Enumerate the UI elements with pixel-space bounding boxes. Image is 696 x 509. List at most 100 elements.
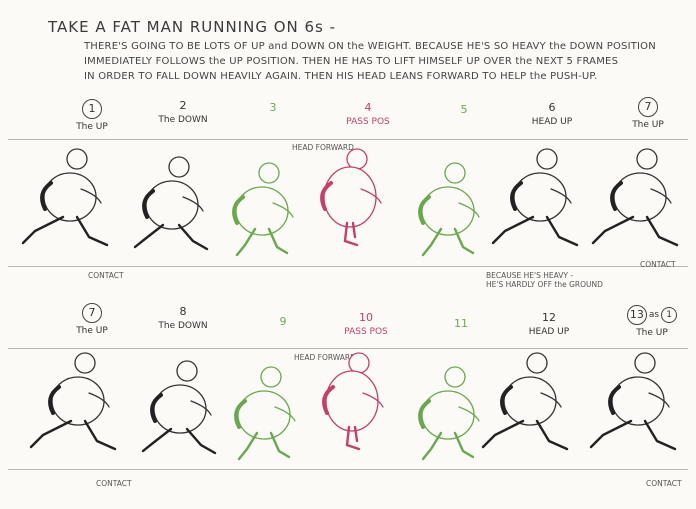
- notes-block: THERE'S GOING TO BE LOTS OF UP and DOWN …: [84, 39, 684, 84]
- figure-head: [168, 156, 190, 178]
- figure-legs: [589, 419, 677, 451]
- figure-arm: [362, 392, 384, 408]
- fat-man-figure: [589, 352, 677, 451]
- figure-coat: [232, 195, 245, 225]
- frame-number: 13: [626, 305, 647, 325]
- frame-11: 11: [446, 317, 476, 330]
- frame-label: The UP: [636, 328, 668, 338]
- figure-arm: [80, 188, 102, 204]
- figure-body: [421, 186, 475, 236]
- heavy-note: BECAUSE HE'S HEAVY - HE'S HARDLY OFF the…: [486, 271, 603, 289]
- head-forward-note: HEAD FORWARD: [292, 143, 354, 152]
- figure-head: [444, 162, 466, 184]
- figure-body: [513, 172, 567, 222]
- figure-head: [348, 352, 370, 374]
- figure-head: [536, 148, 558, 170]
- frame-label: The DOWN: [158, 115, 208, 125]
- fat-man-figure: [21, 148, 109, 247]
- figure-coat: [234, 399, 247, 429]
- frame-label: HEAD UP: [528, 327, 570, 337]
- fat-man-figure: [481, 352, 569, 451]
- figure-body: [43, 172, 97, 222]
- figure-arm: [360, 188, 382, 204]
- frame-7b: 7 The UP: [62, 303, 122, 336]
- frame-as-text: as: [648, 310, 660, 320]
- figure-coat: [418, 195, 431, 225]
- frame-label: HEAD UP: [531, 117, 573, 127]
- figure-legs: [591, 215, 679, 247]
- figure-head: [74, 352, 96, 374]
- figure-arm: [458, 202, 480, 218]
- fat-man-figure: [232, 162, 294, 257]
- frame-4: 4 PASS POS: [338, 101, 398, 127]
- fat-man-figure: [133, 156, 209, 251]
- figure-head: [636, 148, 658, 170]
- figure-legs: [133, 223, 209, 251]
- figure-arm: [274, 406, 296, 422]
- frame-9: 9: [268, 315, 298, 328]
- figure-coat: [322, 385, 335, 415]
- frame-reference: 1: [661, 307, 678, 323]
- figure-body: [51, 376, 105, 426]
- fat-man-figure: [29, 352, 117, 451]
- frame-8: 8 The DOWN: [148, 305, 218, 331]
- figure-legs: [343, 221, 359, 247]
- head-forward-note: HEAD FORWARD: [294, 353, 356, 362]
- figure-arm: [458, 406, 480, 422]
- figure-legs: [421, 431, 475, 461]
- note-line: IN ORDER TO FALL DOWN HEAVILY AGAIN. THE…: [84, 71, 598, 82]
- frame-7: 7 The UP: [618, 97, 678, 130]
- figure-head: [258, 162, 280, 184]
- fat-man-figure: [418, 162, 480, 257]
- guide-line-top: [8, 139, 688, 140]
- figure-body: [503, 376, 557, 426]
- figure-arm: [190, 400, 212, 416]
- frame-number: 10: [359, 311, 373, 324]
- heavy-note-line: HE'S HARDLY OFF the GROUND: [486, 280, 603, 289]
- fat-man-figure: [591, 148, 679, 247]
- figure-head: [260, 366, 282, 388]
- figure-legs: [21, 215, 109, 247]
- figure-body: [145, 180, 199, 230]
- figure-coat: [500, 385, 513, 415]
- frame-number: 4: [364, 101, 372, 114]
- figure-head: [634, 352, 656, 374]
- frame-number: 8: [179, 305, 187, 318]
- frame-1: 1 The UP: [62, 99, 122, 132]
- figure-coat: [510, 181, 523, 211]
- contact-label: CONTACT: [646, 479, 682, 488]
- frame-2: 2 The DOWN: [148, 99, 218, 125]
- figure-body: [323, 166, 377, 228]
- heavy-note-line: BECAUSE HE'S HEAVY -: [486, 271, 574, 280]
- frame-number: 7: [82, 303, 102, 323]
- figure-body: [421, 390, 475, 440]
- figure-coat: [142, 189, 155, 219]
- frame-number: 9: [279, 315, 287, 328]
- figure-legs: [481, 419, 569, 451]
- figure-body: [235, 186, 289, 236]
- figure-arm: [182, 196, 204, 212]
- figure-coat: [418, 399, 431, 429]
- fat-man-figure: [418, 366, 480, 461]
- figure-coat: [320, 181, 333, 211]
- figure-coat: [610, 181, 623, 211]
- guide-line-ground: [8, 469, 688, 470]
- frame-number: 5: [460, 103, 468, 116]
- figure-body: [153, 384, 207, 434]
- figure-legs: [345, 425, 361, 451]
- frame-label: The UP: [76, 122, 108, 132]
- figure-arm: [650, 188, 672, 204]
- figure-legs: [141, 427, 217, 455]
- frame-3: 3: [258, 101, 288, 114]
- figure-body: [613, 172, 667, 222]
- figure-head: [526, 352, 548, 374]
- figure-legs: [29, 419, 117, 451]
- figure-body: [611, 376, 665, 426]
- fat-man-figure: [320, 148, 382, 247]
- fat-man-figure: [141, 360, 217, 455]
- figure-coat: [48, 385, 61, 415]
- figure-arm: [648, 392, 670, 408]
- frame-label: The UP: [632, 120, 664, 130]
- frame-label: The DOWN: [158, 321, 208, 331]
